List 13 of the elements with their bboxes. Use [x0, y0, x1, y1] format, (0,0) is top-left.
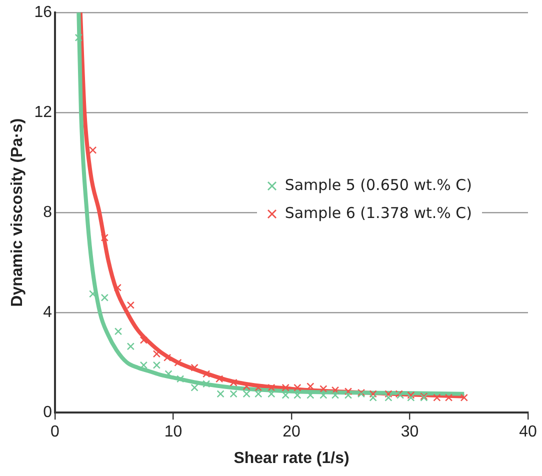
legend-label: Sample 6 (1.378 wt.% C) — [284, 204, 472, 222]
x-tick-label: 30 — [400, 424, 419, 441]
x-tick-label: 20 — [282, 424, 300, 441]
x-axis-title: Shear rate (1/s) — [234, 450, 350, 467]
y-tick-label: 4 — [43, 304, 52, 322]
y-tick-label: 0 — [43, 404, 52, 422]
x-tick-label: 40 — [519, 424, 537, 441]
legend-label: Sample 5 (0.650 wt.% C) — [284, 176, 472, 194]
y-axis-title: Dynamic viscosity (Pa·s) — [9, 118, 26, 307]
y-tick-label: 8 — [43, 204, 52, 222]
y-tick-label: 16 — [34, 4, 52, 22]
y-tick-label: 12 — [34, 104, 52, 122]
x-tick-label: 10 — [164, 424, 182, 441]
